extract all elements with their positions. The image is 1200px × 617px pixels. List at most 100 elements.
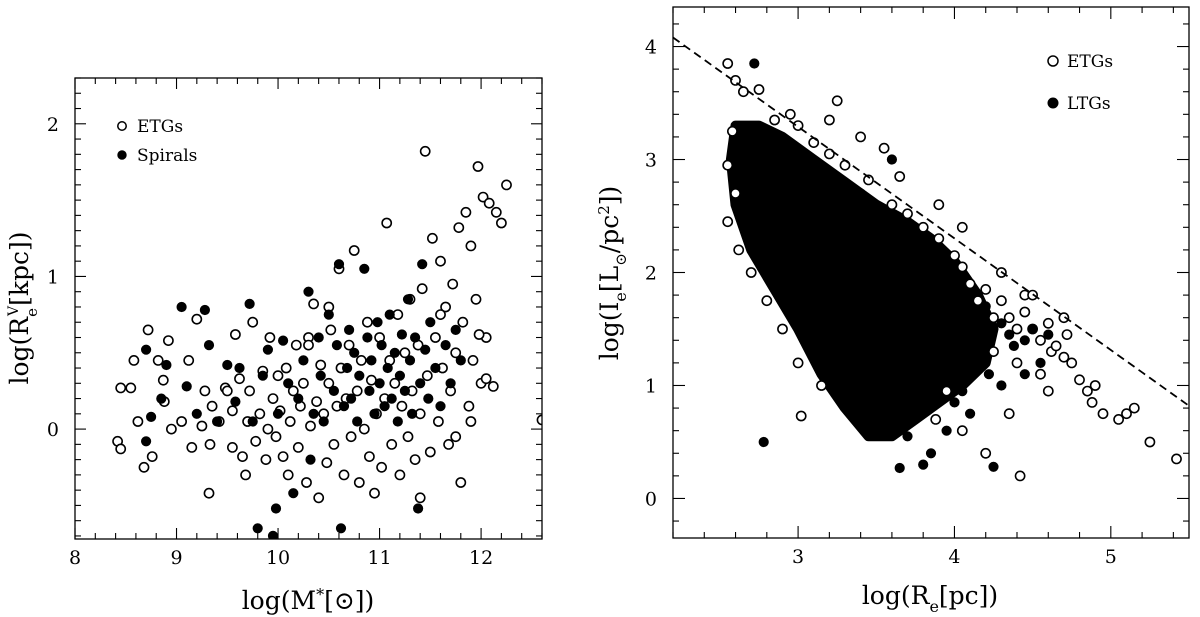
point-spirals <box>181 381 192 392</box>
point-spirals <box>272 408 284 419</box>
point-spirals <box>156 393 167 404</box>
point-spirals <box>389 347 400 358</box>
point-etgs <box>1144 436 1156 448</box>
dense-point-cloud <box>725 120 999 442</box>
point-etgs <box>440 301 451 313</box>
point-etgs <box>455 477 467 488</box>
legend-label-ltgs: LTGs <box>1067 94 1111 114</box>
reference-dashed-line <box>673 36 1189 407</box>
y-tick-label: 2 <box>47 114 59 136</box>
point-spirals <box>293 393 304 404</box>
point-etgs <box>254 408 266 420</box>
point-etgs <box>487 380 499 392</box>
point-spirals <box>313 332 324 343</box>
legend-marker-etgs <box>1047 55 1059 67</box>
point-ltgs <box>758 436 769 448</box>
point-etgs <box>1035 368 1046 380</box>
point-etgs <box>325 324 337 336</box>
x-tick-label: 8 <box>69 547 81 569</box>
point-etgs <box>1058 312 1070 324</box>
point-etgs <box>956 425 968 437</box>
point-spirals <box>402 294 414 305</box>
point-spirals <box>328 385 339 396</box>
point-spirals <box>455 355 466 366</box>
point-spirals <box>244 298 255 309</box>
x-tick-label: 3 <box>792 546 804 568</box>
point-etgs <box>247 316 259 328</box>
point-etgs <box>483 197 495 209</box>
point-etgs <box>389 377 401 389</box>
legend-left: ETGs Spirals <box>117 117 197 166</box>
point-ltgs <box>941 425 952 436</box>
point-etgs <box>396 400 408 412</box>
point-etgs <box>277 451 289 462</box>
y-tick-label: 2 <box>645 263 657 285</box>
point-etgs <box>930 413 942 425</box>
point-spirals <box>369 408 380 419</box>
x-tick-label: 10 <box>266 547 290 569</box>
point-spirals <box>305 454 316 465</box>
point-spirals <box>331 340 342 351</box>
point-etgs <box>745 267 757 278</box>
point-etgs <box>473 329 485 340</box>
point-spirals <box>333 259 345 270</box>
point-etgs <box>292 441 304 453</box>
point-ltgs <box>972 346 984 357</box>
point-etgs <box>115 382 127 394</box>
point-spirals <box>423 393 434 404</box>
point-spirals <box>379 401 390 412</box>
point-etgs <box>467 354 479 366</box>
x-tick-label: 5 <box>1105 546 1117 568</box>
point-spirals <box>318 416 329 427</box>
point-etgs <box>1086 396 1098 408</box>
point-etgs <box>949 250 960 261</box>
point-etgs <box>727 125 738 137</box>
point-spirals <box>415 378 426 389</box>
point-etgs <box>886 199 898 211</box>
point-etgs <box>1082 385 1093 397</box>
legend-label-etgs: ETGs <box>1067 52 1113 72</box>
point-etgs <box>941 385 952 397</box>
point-ltgs <box>983 369 995 380</box>
point-spirals <box>392 416 403 427</box>
plot-area-right <box>673 36 1189 482</box>
point-spirals <box>374 378 385 389</box>
point-ltgs <box>1043 329 1054 340</box>
point-etgs <box>240 469 251 481</box>
point-etgs <box>730 187 741 199</box>
point-ltgs <box>902 431 913 442</box>
point-ltgs <box>988 461 999 472</box>
point-spirals <box>342 362 353 374</box>
point-etgs <box>234 373 245 385</box>
point-spirals <box>283 378 294 389</box>
point-etgs <box>338 469 350 481</box>
point-etgs <box>777 323 788 335</box>
point-etgs <box>1011 323 1023 335</box>
point-etgs <box>313 492 325 504</box>
point-etgs <box>1171 453 1182 465</box>
point-spirals <box>270 503 282 514</box>
point-spirals <box>262 344 273 355</box>
point-etgs <box>831 95 843 107</box>
point-spirals <box>384 309 395 320</box>
point-etgs <box>191 313 203 325</box>
point-etgs <box>402 431 414 443</box>
point-etgs <box>902 208 913 220</box>
point-etgs <box>381 217 393 229</box>
point-etgs <box>419 145 431 157</box>
point-spirals <box>146 411 157 422</box>
point-etgs <box>1121 408 1132 420</box>
point-etgs <box>450 347 462 359</box>
point-etgs <box>157 374 169 386</box>
point-ltgs <box>1027 323 1038 335</box>
point-etgs <box>824 114 835 126</box>
point-ltgs <box>1019 369 1030 380</box>
point-etgs <box>287 385 299 397</box>
point-etgs <box>465 416 477 427</box>
point-etgs <box>988 312 999 324</box>
point-spirals <box>425 317 436 328</box>
x-axis-title-left: log(M*[⊙]) <box>242 585 375 615</box>
point-etgs <box>250 435 262 447</box>
point-ltgs <box>894 462 905 474</box>
y-axis-title-left: log(ReV[kpc]) <box>5 231 41 384</box>
